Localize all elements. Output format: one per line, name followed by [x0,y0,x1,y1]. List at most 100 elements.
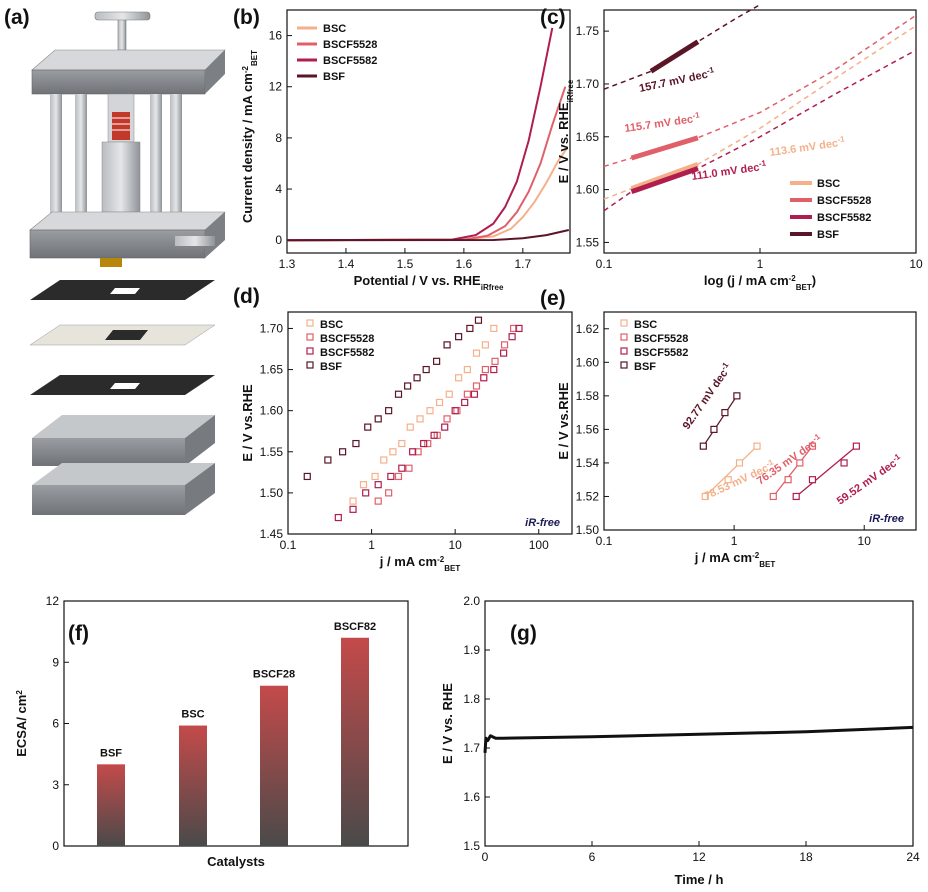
panel-d-point-BSCF5528 [481,365,489,374]
panel-d-point-BSCF5582 [409,448,417,456]
panel-f-xlabel: Catalysts [207,854,265,869]
panel-f-ylabel: ECSA/ cm2 [14,690,29,757]
panel-e-ytick-label: 1.50 [576,523,600,537]
panel-e-point-BSCF5582 [840,459,848,467]
panel-d-point-BSF [455,333,463,341]
panel-f-bar-label: BSF [100,747,122,759]
panel-c-xlabel: log (j / mA cm-2BET) [704,273,816,292]
panel-d-point-BSCF5528 [443,415,451,423]
panel-d-point-BSC [371,472,379,481]
panel-e-legend-marker [620,361,628,369]
panel-d-ytick-label: 1.45 [260,527,284,541]
panel-g-xtick-label: 0 [482,850,489,864]
panel-g-xtick-label: 6 [589,850,596,864]
panel-d-point-BSCF5528 [374,497,382,505]
panel-d-point-BSF [466,324,474,333]
panel-f-bar-BSC [179,725,207,846]
panel-g-ytick-label: 2.0 [463,594,480,608]
panel-b-legend-label: BSCF5528 [323,39,377,51]
panel-d-point-BSC [481,341,489,349]
panel-e-point-BSF [721,409,729,417]
panel-e-legend-label: BSC [634,319,657,331]
panel-d-point-BSF [324,456,332,464]
panel-d-point-BSCF5582 [349,505,357,513]
panel-c-data-BSCF5582 [630,166,699,195]
panel-c-legend-label: BSCF5528 [817,195,871,207]
panel-e-point-BSC [753,442,761,450]
panel-g-xtick-label: 24 [906,850,920,864]
panel-label-b: (b) [233,6,260,29]
panel-d-legend-marker [306,347,314,355]
panel-c-xtick-label: 0.1 [596,257,613,271]
panel-d-point-BSC [380,456,388,464]
panel-c-fit-BSC [603,25,917,200]
panel-d-point-BSCF5582 [334,513,342,522]
panel-d-point-BSCF5582 [420,439,428,448]
panel-e-fit-BSCF5528 [772,445,813,497]
panel-label-c: (c) [540,6,566,29]
panel-label-f: (f) [68,622,89,645]
panel-d-xtick-label: 1 [368,538,375,552]
panel-e-chart: 0.1 1 10 1.50 1.52 1.54 1.56 1.58 1.60 1.62 92.77 … [556,311,917,569]
panel-d-legend-marker [306,319,314,327]
panel-d-point-BSCF5528 [385,489,393,497]
panel-b-legend-label: BSCF5582 [323,55,377,67]
panel-label-a: (a) [4,6,30,29]
panel-c-legend-label: BSC [817,178,840,190]
panel-b-xtick-label: 1.7 [514,257,531,271]
panel-c-tafel-annotation: 111.0 mV dec-1 [690,158,767,183]
panel-b-chart: 1.3 1.4 1.5 1.6 1.7 0 4 8 12 16 BSC BSCF5528 BSCF558… [240,9,571,292]
panel-e-xtick-label: 0.1 [596,534,613,548]
panel-b-legend-label: BSC [323,23,346,35]
panel-d-point-BSF [352,439,360,448]
panel-d-ylabel: E / V vs.RHE [240,384,255,462]
panel-d-legend-label: BSF [320,361,342,373]
panel-d-point-BSC [490,324,498,333]
panel-d-point-BSCF5528 [424,439,432,448]
panel-d-point-BSF [303,472,311,481]
panel-d-point-BSCF5582 [461,398,469,407]
panel-e-xtick-label: 10 [858,534,872,548]
panel-f-bar-label: BSC [181,709,204,721]
panel-e-point-BSCF5582 [852,442,860,450]
panel-b-frame [286,9,571,254]
panel-e-ytick-label: 1.52 [576,489,600,503]
panel-d-point-BSC [435,398,444,407]
panel-g-frame [484,600,914,847]
panel-d-point-BSCF5582 [362,489,370,497]
panel-e-fit-BSC [704,445,758,497]
panel-g-ytick-label: 1.8 [463,692,480,706]
panel-label-d: (d) [233,285,260,308]
panel-g-ytick-label: 1.6 [463,790,480,804]
panel-d-xtick-label: 0.1 [280,538,297,552]
panel-e-legend-marker [620,319,628,327]
panel-d-point-BSC [472,349,481,357]
panel-d-point-BSC [463,365,471,374]
panel-d-xlabel: j / mA cm-2BET [379,554,461,573]
panel-d-point-BSCF5582 [515,324,523,333]
panel-d-point-BSC [359,481,368,489]
panel-e-fit-BSCF5582 [795,445,857,497]
panel-g-chart: 0 6 12 18 24 1.5 1.6 1.7 1.8 1.9 2.0 Time / h E / V … [440,594,920,887]
panel-e-point-BSCF5528 [808,442,817,450]
panel-b-line-BSF [286,229,570,242]
panel-b-ytick-label: 16 [269,29,283,43]
panel-d-chart: 0.1 1 10 100 1.45 1.50 1.55 1.60 1.65 1.70 BSC BSCF… [240,311,573,573]
panel-e-point-BSF [710,425,718,433]
panel-b-xtick-label: 1.4 [338,257,355,271]
panel-e-point-BSC [701,492,709,501]
panel-c-legend-label: BSCF5582 [817,212,871,224]
panel-b-xlabel: Potential / V vs. RHEiRfree [354,273,504,292]
panel-f-bar-BSCF82 [341,637,369,846]
panel-d-point-BSCF5528 [472,382,481,390]
panel-b-legend-label: BSF [323,71,345,83]
panel-e-legend-label: BSCF5582 [634,347,688,359]
panel-d-point-BSC [406,423,414,431]
panel-g-ytick-label: 1.7 [463,741,480,755]
panel-e-point-BSCF5582 [792,492,800,501]
panel-d-point-BSCF5582 [441,423,449,431]
panel-d-point-BSCF5528 [463,390,471,398]
panel-d-point-BSC [416,415,424,423]
panel-f-ytick-label: 9 [52,655,59,669]
panel-e-ytick-label: 1.62 [576,322,600,336]
